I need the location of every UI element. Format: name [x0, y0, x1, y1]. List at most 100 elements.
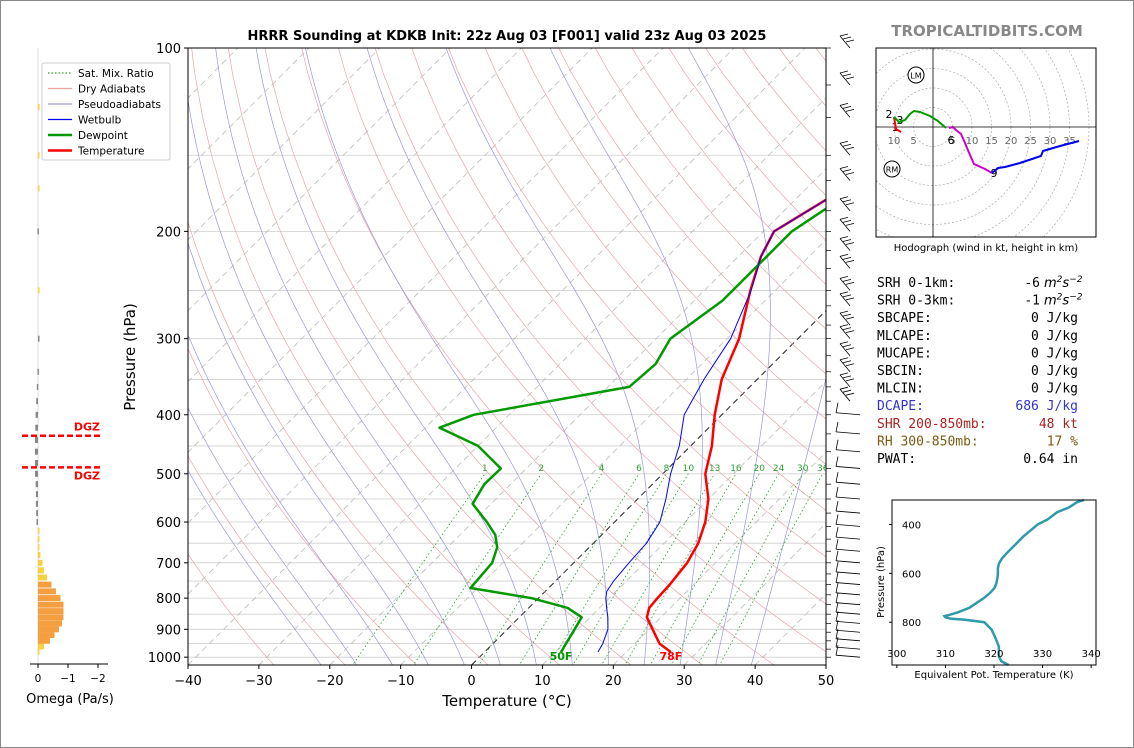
isotherm-line [400, 239, 826, 665]
theta-e-y-tick-label: 600 [902, 569, 921, 580]
watermark: TROPICALTIDBITS.COM [891, 22, 1083, 40]
wind-barb [835, 539, 861, 552]
mixing-ratio-line [719, 473, 824, 665]
hodograph-caption: Hodograph (wind in kt, height in km) [894, 243, 1079, 254]
wind-barb [839, 253, 855, 269]
x-tick-label: 30 [676, 674, 693, 689]
dry-adiabat [191, 48, 561, 665]
stat-value: 0 J/kg [1031, 382, 1078, 397]
dry-adiabat [1043, 20, 1134, 670]
pseudoadiabat [188, 97, 465, 665]
mixing-ratio-line [601, 473, 715, 665]
skew-t-plot: 1 2 4 6 8 10 13 16 20 24 30 36 −40 −30 −20 −10 0 10 20 30 4… [121, 20, 1134, 710]
dry-adiabat [188, 221, 489, 665]
surface-temperature-label: 78F [659, 650, 682, 663]
hodograph-trace-0-1km [893, 116, 902, 133]
hodograph-ring-label: 15 [985, 136, 998, 147]
hodograph-ring-label: 25 [1024, 136, 1037, 147]
theta-e-x-tick-label: 300 [887, 649, 906, 660]
pseudoadiabat [188, 334, 393, 665]
wind-barb [839, 276, 855, 291]
mixing-ratio-label: 8 [664, 464, 670, 474]
wind-barb [835, 421, 861, 435]
hodograph-ring-label: 30 [1044, 136, 1057, 147]
omega-bar [38, 643, 44, 650]
omega-axis-label: Omega (Pa/s) [26, 692, 114, 707]
y-tick-label: 400 [156, 409, 181, 424]
zero-isotherm [471, 309, 826, 665]
wind-barb [839, 357, 855, 373]
wind-barb [835, 514, 861, 527]
omega-bar [38, 104, 40, 110]
omega-bar [38, 544, 40, 551]
mixing-ratio-label: 6 [636, 464, 642, 474]
pseudoadiabat [549, 48, 703, 665]
pseudoadiabat [215, 48, 501, 665]
mixing-ratio-line [548, 473, 667, 665]
y-tick-label: 1000 [148, 651, 181, 666]
omega-bar [38, 648, 40, 655]
y-axis-label: Pressure (hPa) [121, 303, 139, 411]
wind-barb [835, 582, 861, 596]
stat-label: SRH 0-3km: [877, 294, 955, 309]
stat-value: 686 J/kg [1015, 399, 1078, 414]
storm-motion-marker [883, 160, 901, 178]
mixing-ratio-label: 2 [538, 464, 544, 474]
surface-dewpoint-label: 50F [550, 650, 573, 663]
pseudoadiabat [188, 469, 322, 665]
hodograph-height-label: 3 [897, 114, 904, 127]
stat-value: 0 J/kg [1031, 329, 1078, 344]
stat-label: MLCAPE: [877, 329, 932, 344]
mixing-ratio-label: 36 [817, 464, 829, 474]
omega-bar [35, 448, 38, 455]
dry-adiabat [778, 48, 826, 107]
omega-bar [38, 536, 40, 543]
theta-e-x-tick-label: 330 [1033, 649, 1052, 660]
stat-value: 48 kt [1039, 417, 1078, 432]
wind-barb [839, 103, 855, 118]
dry-adiabat [411, 48, 826, 558]
mixing-ratio-label: 16 [730, 464, 742, 474]
hodograph-height-label: 9 [991, 167, 998, 180]
wind-barb [835, 628, 861, 642]
omega-bar [35, 491, 38, 498]
omega-bar [38, 632, 55, 639]
legend-label: Dry Adiabats [78, 84, 146, 96]
wind-barb [835, 456, 861, 469]
legend-label: Temperature [77, 146, 145, 158]
omega-bar [38, 588, 56, 595]
hodograph-height-label: 6 [948, 134, 955, 147]
hodograph-height-label: 2 [886, 108, 893, 121]
omega-bar [35, 470, 38, 477]
x-tick-label: 0 [467, 674, 475, 689]
theta-e-frame [891, 499, 1097, 666]
dgz-label: DGZ [74, 469, 100, 482]
wind-barb [835, 572, 861, 585]
legend-label: Pseudoadiabats [78, 99, 161, 111]
dry-adiabat [558, 48, 826, 375]
stat-label: MUCAPE: [877, 346, 932, 361]
omega-bar [38, 152, 40, 159]
omega-bar [36, 383, 39, 390]
dry-adiabat [188, 455, 346, 665]
mixing-ratio-line [671, 473, 779, 665]
wind-barb [835, 550, 861, 564]
omega-bar [38, 581, 52, 588]
wind-barb [835, 645, 861, 658]
wind-barb [835, 439, 861, 453]
mixing-ratio-label: 1 [482, 464, 488, 474]
mixing-ratio-label: 24 [773, 464, 785, 474]
wind-barb [835, 637, 861, 650]
x-tick-label: −20 [316, 674, 343, 689]
pseudoadiabat [188, 241, 429, 665]
x-tick-label: −40 [174, 674, 201, 689]
stat-label: SBCIN: [877, 364, 924, 379]
omega-bar [38, 552, 41, 559]
dry-adiabat [668, 48, 826, 241]
theta-e-y-label: Pressure (hPa) [876, 546, 887, 618]
omega-bar [35, 411, 38, 418]
dry-adiabat [374, 48, 826, 605]
wind-barbs [826, 33, 861, 658]
wind-barb [839, 166, 855, 181]
